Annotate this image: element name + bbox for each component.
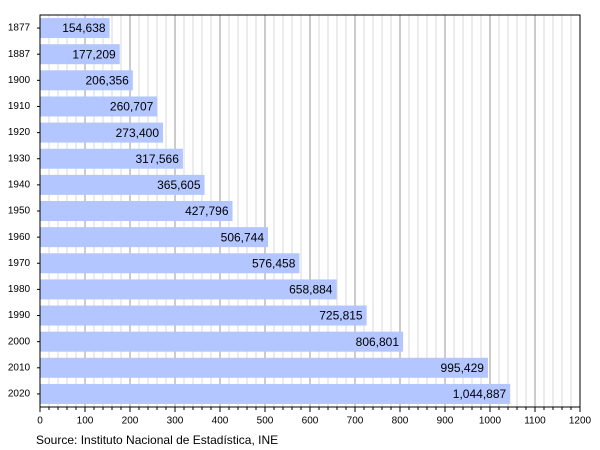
- x-tick-label: 0: [37, 416, 43, 427]
- x-tick-label: 1100: [524, 416, 546, 427]
- bar: [40, 253, 300, 274]
- bar: [40, 96, 158, 117]
- bar: [40, 148, 183, 169]
- y-tick-label: 1910: [8, 101, 31, 112]
- bar: [40, 18, 110, 39]
- value-label: 365,605: [157, 178, 201, 192]
- x-tick-label: 400: [212, 416, 229, 427]
- value-label: 206,356: [85, 74, 129, 88]
- y-tick-label: 2010: [8, 362, 31, 373]
- bar: [40, 174, 205, 195]
- value-label: 506,744: [221, 230, 265, 244]
- x-tick-label: 500: [257, 416, 274, 427]
- value-label: 576,458: [252, 256, 296, 270]
- value-label: 995,429: [441, 361, 485, 375]
- bar: [40, 201, 233, 221]
- y-tick-label: 1877: [8, 23, 31, 34]
- y-tick-label: 1930: [8, 153, 31, 164]
- x-tick-label: 1000: [479, 416, 502, 427]
- source-note: Source: Instituto Nacional de Estadístic…: [36, 433, 278, 447]
- value-label: 427,796: [185, 204, 229, 218]
- x-tick-label: 100: [77, 416, 94, 427]
- bar: [40, 44, 120, 65]
- bar: [40, 357, 488, 378]
- bar: [40, 331, 404, 352]
- x-tick-label: 900: [437, 416, 454, 427]
- value-label: 273,400: [116, 126, 160, 140]
- value-label: 806,801: [356, 335, 400, 349]
- value-label: 725,815: [319, 309, 363, 323]
- y-tick-label: 1950: [8, 206, 31, 217]
- x-tick-label: 1200: [569, 416, 592, 427]
- value-label: 177,209: [72, 47, 116, 61]
- value-label: 658,884: [289, 283, 333, 297]
- y-tick-label: 1960: [8, 232, 31, 243]
- bar: [40, 305, 367, 326]
- value-label: 154,638: [62, 21, 106, 35]
- bar: [40, 70, 133, 91]
- y-tick-label: 1970: [8, 258, 31, 269]
- value-label: 1,044,887: [453, 387, 507, 401]
- value-label: 260,707: [110, 100, 154, 114]
- y-tick-label: 1920: [8, 127, 31, 138]
- value-label: 317,566: [136, 152, 180, 166]
- y-tick-label: 1980: [8, 284, 31, 295]
- y-tick-label: 1990: [8, 310, 31, 321]
- plot-frame: [39, 14, 581, 408]
- x-tick-label: 300: [167, 416, 184, 427]
- y-tick-label: 2020: [8, 389, 31, 400]
- bar: [40, 383, 511, 404]
- bar: [40, 279, 337, 300]
- y-tick-label: 2000: [8, 336, 31, 347]
- x-tick-label: 200: [122, 416, 139, 427]
- bar: [40, 122, 164, 143]
- y-tick-label: 1887: [8, 49, 31, 60]
- x-tick-label: 700: [347, 416, 364, 427]
- x-tick-label: 600: [302, 416, 319, 427]
- bar: [40, 227, 269, 248]
- y-tick-label: 1900: [8, 75, 31, 86]
- x-tick-label: 800: [392, 416, 409, 427]
- y-tick-label: 1940: [8, 180, 31, 191]
